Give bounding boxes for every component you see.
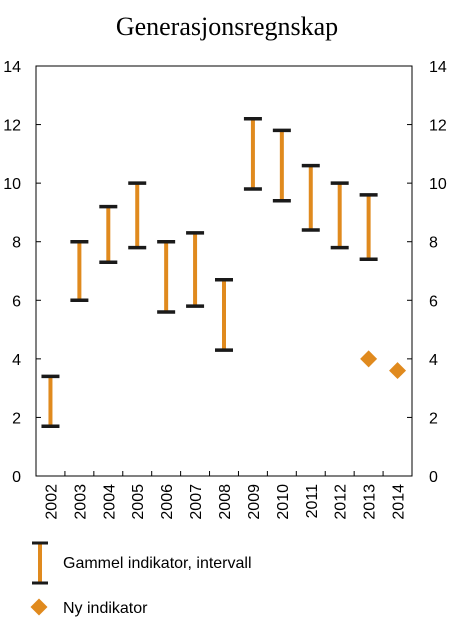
x-tick-label: 2009 [246, 484, 263, 520]
right-tick-label: 0 [429, 469, 438, 486]
right-tick-label: 2 [429, 410, 438, 427]
x-tick-label: 2004 [101, 484, 118, 520]
diamond-marker-2014 [389, 362, 407, 380]
legend-label-marker: Ny indikator [63, 600, 148, 617]
plot-frame [35, 65, 413, 477]
x-tick-label: 2008 [217, 484, 234, 520]
right-tick-label: 4 [429, 352, 438, 369]
right-tick-label: 8 [429, 235, 438, 252]
left-tick-label: 12 [3, 118, 21, 135]
x-tick-label: 2005 [130, 484, 147, 520]
legend-label-interval: Gammel indikator, intervall [63, 555, 252, 572]
x-tick-label: 2002 [43, 484, 60, 520]
chart-title: Generasjonsregnskap [116, 12, 338, 41]
left-tick-label: 4 [12, 352, 21, 369]
marker-series [360, 350, 407, 380]
left-axis-ticks: 0 2 4 6 8 10 12 14 [3, 59, 41, 486]
x-tick-label: 2012 [333, 484, 350, 520]
left-tick-label: 8 [12, 235, 21, 252]
right-axis-ticks: 0 2 4 6 8 10 12 14 [407, 59, 447, 486]
left-tick-label: 6 [12, 293, 21, 310]
interval-series [41, 116, 378, 428]
x-tick-label: 2003 [72, 484, 89, 520]
x-tick-label: 2007 [188, 484, 205, 520]
x-tick-label: 2013 [362, 484, 379, 520]
right-tick-label: 10 [429, 176, 447, 193]
left-tick-label: 2 [12, 410, 21, 427]
left-tick-label: 0 [12, 469, 21, 486]
x-tick-label: 2006 [159, 484, 176, 520]
left-tick-label: 14 [3, 59, 21, 76]
left-tick-label: 10 [3, 176, 21, 193]
x-tick-label: 2011 [304, 484, 321, 519]
x-tick-label: 2014 [391, 484, 408, 520]
x-axis-ticks: 2002 2003 2004 2005 2006 2007 2008 2009 2010 2011… [43, 471, 408, 520]
diamond-marker-2013 [360, 350, 378, 368]
right-tick-label: 14 [429, 59, 447, 76]
x-tick-label: 2010 [275, 484, 292, 520]
right-tick-label: 6 [429, 293, 438, 310]
legend-diamond-marker [30, 598, 48, 616]
legend: Gammel indikator, intervall Ny indikator [30, 541, 252, 617]
right-tick-label: 12 [429, 118, 447, 135]
